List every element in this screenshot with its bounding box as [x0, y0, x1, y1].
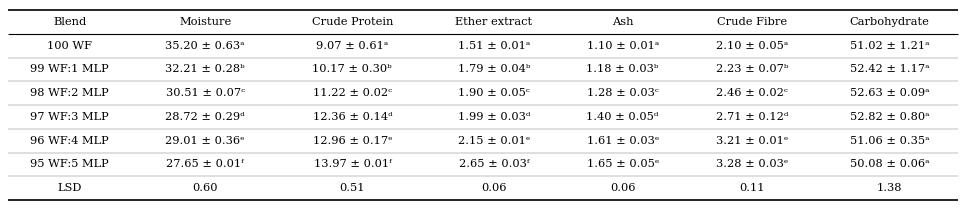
Text: Moisture: Moisture — [179, 17, 231, 27]
Text: 2.65 ± 0.03ᶠ: 2.65 ± 0.03ᶠ — [459, 159, 529, 169]
Text: 1.28 ± 0.03ᶜ: 1.28 ± 0.03ᶜ — [586, 88, 659, 98]
Text: 9.07 ± 0.61ᵃ: 9.07 ± 0.61ᵃ — [316, 41, 388, 51]
Text: 11.22 ± 0.02ᶜ: 11.22 ± 0.02ᶜ — [313, 88, 392, 98]
Text: 28.72 ± 0.29ᵈ: 28.72 ± 0.29ᵈ — [165, 112, 245, 122]
Text: 52.82 ± 0.80ᵃ: 52.82 ± 0.80ᵃ — [850, 112, 929, 122]
Text: 10.17 ± 0.30ᵇ: 10.17 ± 0.30ᵇ — [312, 64, 392, 74]
Text: Crude Fibre: Crude Fibre — [718, 17, 787, 27]
Text: 13.97 ± 0.01ᶠ: 13.97 ± 0.01ᶠ — [314, 159, 391, 169]
Text: 98 WF:2 MLP: 98 WF:2 MLP — [31, 88, 109, 98]
Text: 0.51: 0.51 — [340, 183, 365, 193]
Text: 3.21 ± 0.01ᵉ: 3.21 ± 0.01ᵉ — [716, 136, 788, 146]
Text: 97 WF:3 MLP: 97 WF:3 MLP — [31, 112, 109, 122]
Text: 52.63 ± 0.09ᵃ: 52.63 ± 0.09ᵃ — [850, 88, 929, 98]
Text: 100 WF: 100 WF — [47, 41, 92, 51]
Text: 12.96 ± 0.17ᵉ: 12.96 ± 0.17ᵉ — [313, 136, 392, 146]
Text: 1.38: 1.38 — [877, 183, 902, 193]
Text: 27.65 ± 0.01ᶠ: 27.65 ± 0.01ᶠ — [166, 159, 244, 169]
Text: 52.42 ± 1.17ᵃ: 52.42 ± 1.17ᵃ — [850, 64, 929, 74]
Text: 1.79 ± 0.04ᵇ: 1.79 ± 0.04ᵇ — [458, 64, 530, 74]
Text: 32.21 ± 0.28ᵇ: 32.21 ± 0.28ᵇ — [165, 64, 245, 74]
Text: 1.51 ± 0.01ᵃ: 1.51 ± 0.01ᵃ — [458, 41, 530, 51]
Text: 12.36 ± 0.14ᵈ: 12.36 ± 0.14ᵈ — [313, 112, 392, 122]
Text: 2.15 ± 0.01ᵉ: 2.15 ± 0.01ᵉ — [458, 136, 530, 146]
Text: 1.65 ± 0.05ᵉ: 1.65 ± 0.05ᵉ — [586, 159, 659, 169]
Text: 51.02 ± 1.21ᵃ: 51.02 ± 1.21ᵃ — [850, 41, 929, 51]
Text: Crude Protein: Crude Protein — [312, 17, 393, 27]
Text: LSD: LSD — [58, 183, 82, 193]
Text: 0.11: 0.11 — [740, 183, 765, 193]
Text: 99 WF:1 MLP: 99 WF:1 MLP — [31, 64, 109, 74]
Text: 2.23 ± 0.07ᵇ: 2.23 ± 0.07ᵇ — [716, 64, 788, 74]
Text: 35.20 ± 0.63ᵃ: 35.20 ± 0.63ᵃ — [165, 41, 244, 51]
Text: 2.71 ± 0.12ᵈ: 2.71 ± 0.12ᵈ — [716, 112, 788, 122]
Text: 50.08 ± 0.06ᵃ: 50.08 ± 0.06ᵃ — [850, 159, 929, 169]
Text: Ether extract: Ether extract — [455, 17, 532, 27]
Text: 30.51 ± 0.07ᶜ: 30.51 ± 0.07ᶜ — [165, 88, 244, 98]
Text: 1.18 ± 0.03ᵇ: 1.18 ± 0.03ᵇ — [586, 64, 659, 74]
Text: Carbohydrate: Carbohydrate — [850, 17, 929, 27]
Text: Blend: Blend — [53, 17, 86, 27]
Text: 0.60: 0.60 — [192, 183, 218, 193]
Text: 2.10 ± 0.05ᵃ: 2.10 ± 0.05ᵃ — [716, 41, 788, 51]
Text: 51.06 ± 0.35ᵃ: 51.06 ± 0.35ᵃ — [850, 136, 929, 146]
Text: Ash: Ash — [611, 17, 634, 27]
Text: 1.99 ± 0.03ᵈ: 1.99 ± 0.03ᵈ — [458, 112, 530, 122]
Text: 3.28 ± 0.03ᵉ: 3.28 ± 0.03ᵉ — [716, 159, 788, 169]
Text: 2.46 ± 0.02ᶜ: 2.46 ± 0.02ᶜ — [717, 88, 788, 98]
Text: 96 WF:4 MLP: 96 WF:4 MLP — [31, 136, 109, 146]
Text: 1.10 ± 0.01ᵃ: 1.10 ± 0.01ᵃ — [586, 41, 659, 51]
Text: 1.40 ± 0.05ᵈ: 1.40 ± 0.05ᵈ — [586, 112, 659, 122]
Text: 0.06: 0.06 — [610, 183, 636, 193]
Text: 1.61 ± 0.03ᵉ: 1.61 ± 0.03ᵉ — [586, 136, 659, 146]
Text: 95 WF:5 MLP: 95 WF:5 MLP — [31, 159, 109, 169]
Text: 1.90 ± 0.05ᶜ: 1.90 ± 0.05ᶜ — [458, 88, 530, 98]
Text: 29.01 ± 0.36ᵉ: 29.01 ± 0.36ᵉ — [165, 136, 244, 146]
Text: 0.06: 0.06 — [481, 183, 507, 193]
